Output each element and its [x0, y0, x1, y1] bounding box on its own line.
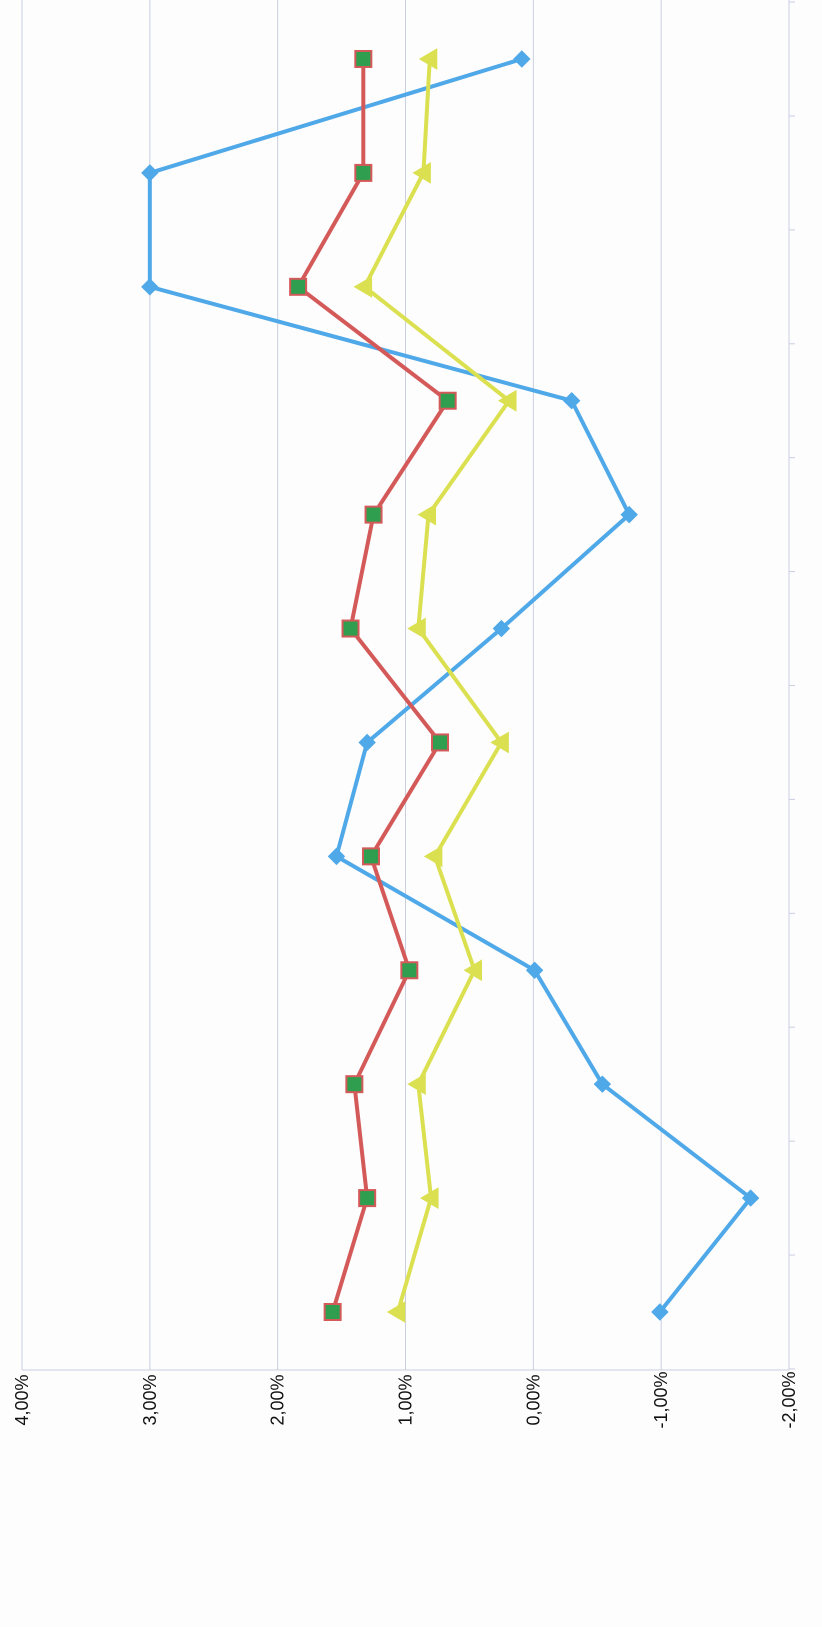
series-line	[296, 59, 450, 1313]
triangle-marker	[420, 1187, 439, 1209]
diamond-marker	[141, 164, 159, 182]
square-marker	[341, 619, 360, 638]
triangle-marker	[407, 617, 426, 640]
diamond-marker	[620, 505, 638, 524]
value-tick-label: 3,00%	[140, 1374, 160, 1425]
value-tick-label: 2,00%	[268, 1374, 288, 1425]
diamond-marker	[741, 1189, 760, 1207]
category-axis	[22, 1, 795, 1371]
triangle-marker	[498, 389, 517, 412]
diamond-marker	[513, 50, 531, 68]
square-marker	[323, 1303, 342, 1321]
square-marker	[289, 277, 308, 296]
value-tick-label: -1,00%	[651, 1371, 671, 1428]
square-marker	[361, 847, 380, 866]
square-marker	[354, 163, 373, 182]
series-line	[362, 58, 512, 1313]
diamond-marker	[651, 1303, 669, 1321]
square-marker	[354, 50, 373, 68]
value-axis-labels: -2,00% -1,00% 0,00% 1,00% 2,00% 3,00% 4,00%	[12, 1371, 799, 1428]
triangle-marker	[412, 162, 431, 184]
triangle-marker	[386, 1301, 406, 1323]
triangle-marker	[490, 731, 509, 754]
value-tick-label: 4,00%	[12, 1374, 32, 1425]
diamond-marker	[492, 619, 511, 638]
value-tick-label: 0,00%	[523, 1374, 543, 1425]
triangle-marker	[353, 275, 373, 298]
square-marker	[358, 1189, 377, 1208]
series-triangle	[353, 48, 517, 1323]
triangle-marker	[463, 959, 483, 982]
square-marker	[364, 505, 383, 524]
diamond-marker	[141, 278, 159, 296]
diamond-marker	[358, 733, 376, 752]
square-marker	[400, 961, 419, 980]
triangle-marker	[417, 503, 437, 526]
diamond-marker	[327, 847, 346, 866]
value-tick-label: 1,00%	[396, 1374, 416, 1425]
diamond-marker	[525, 961, 544, 979]
series-line	[147, 57, 753, 1314]
series-square	[289, 50, 457, 1321]
series-layer	[141, 48, 760, 1323]
square-marker	[438, 391, 457, 410]
square-marker	[345, 1075, 364, 1094]
diamond-marker	[562, 392, 581, 410]
diamond-marker	[593, 1075, 612, 1093]
triangle-marker	[423, 845, 443, 868]
triangle-marker	[418, 48, 438, 70]
series-diamond	[141, 50, 760, 1321]
value-tick-label: -2,00%	[779, 1371, 799, 1428]
square-marker	[431, 733, 450, 752]
triangle-marker	[407, 1073, 426, 1096]
